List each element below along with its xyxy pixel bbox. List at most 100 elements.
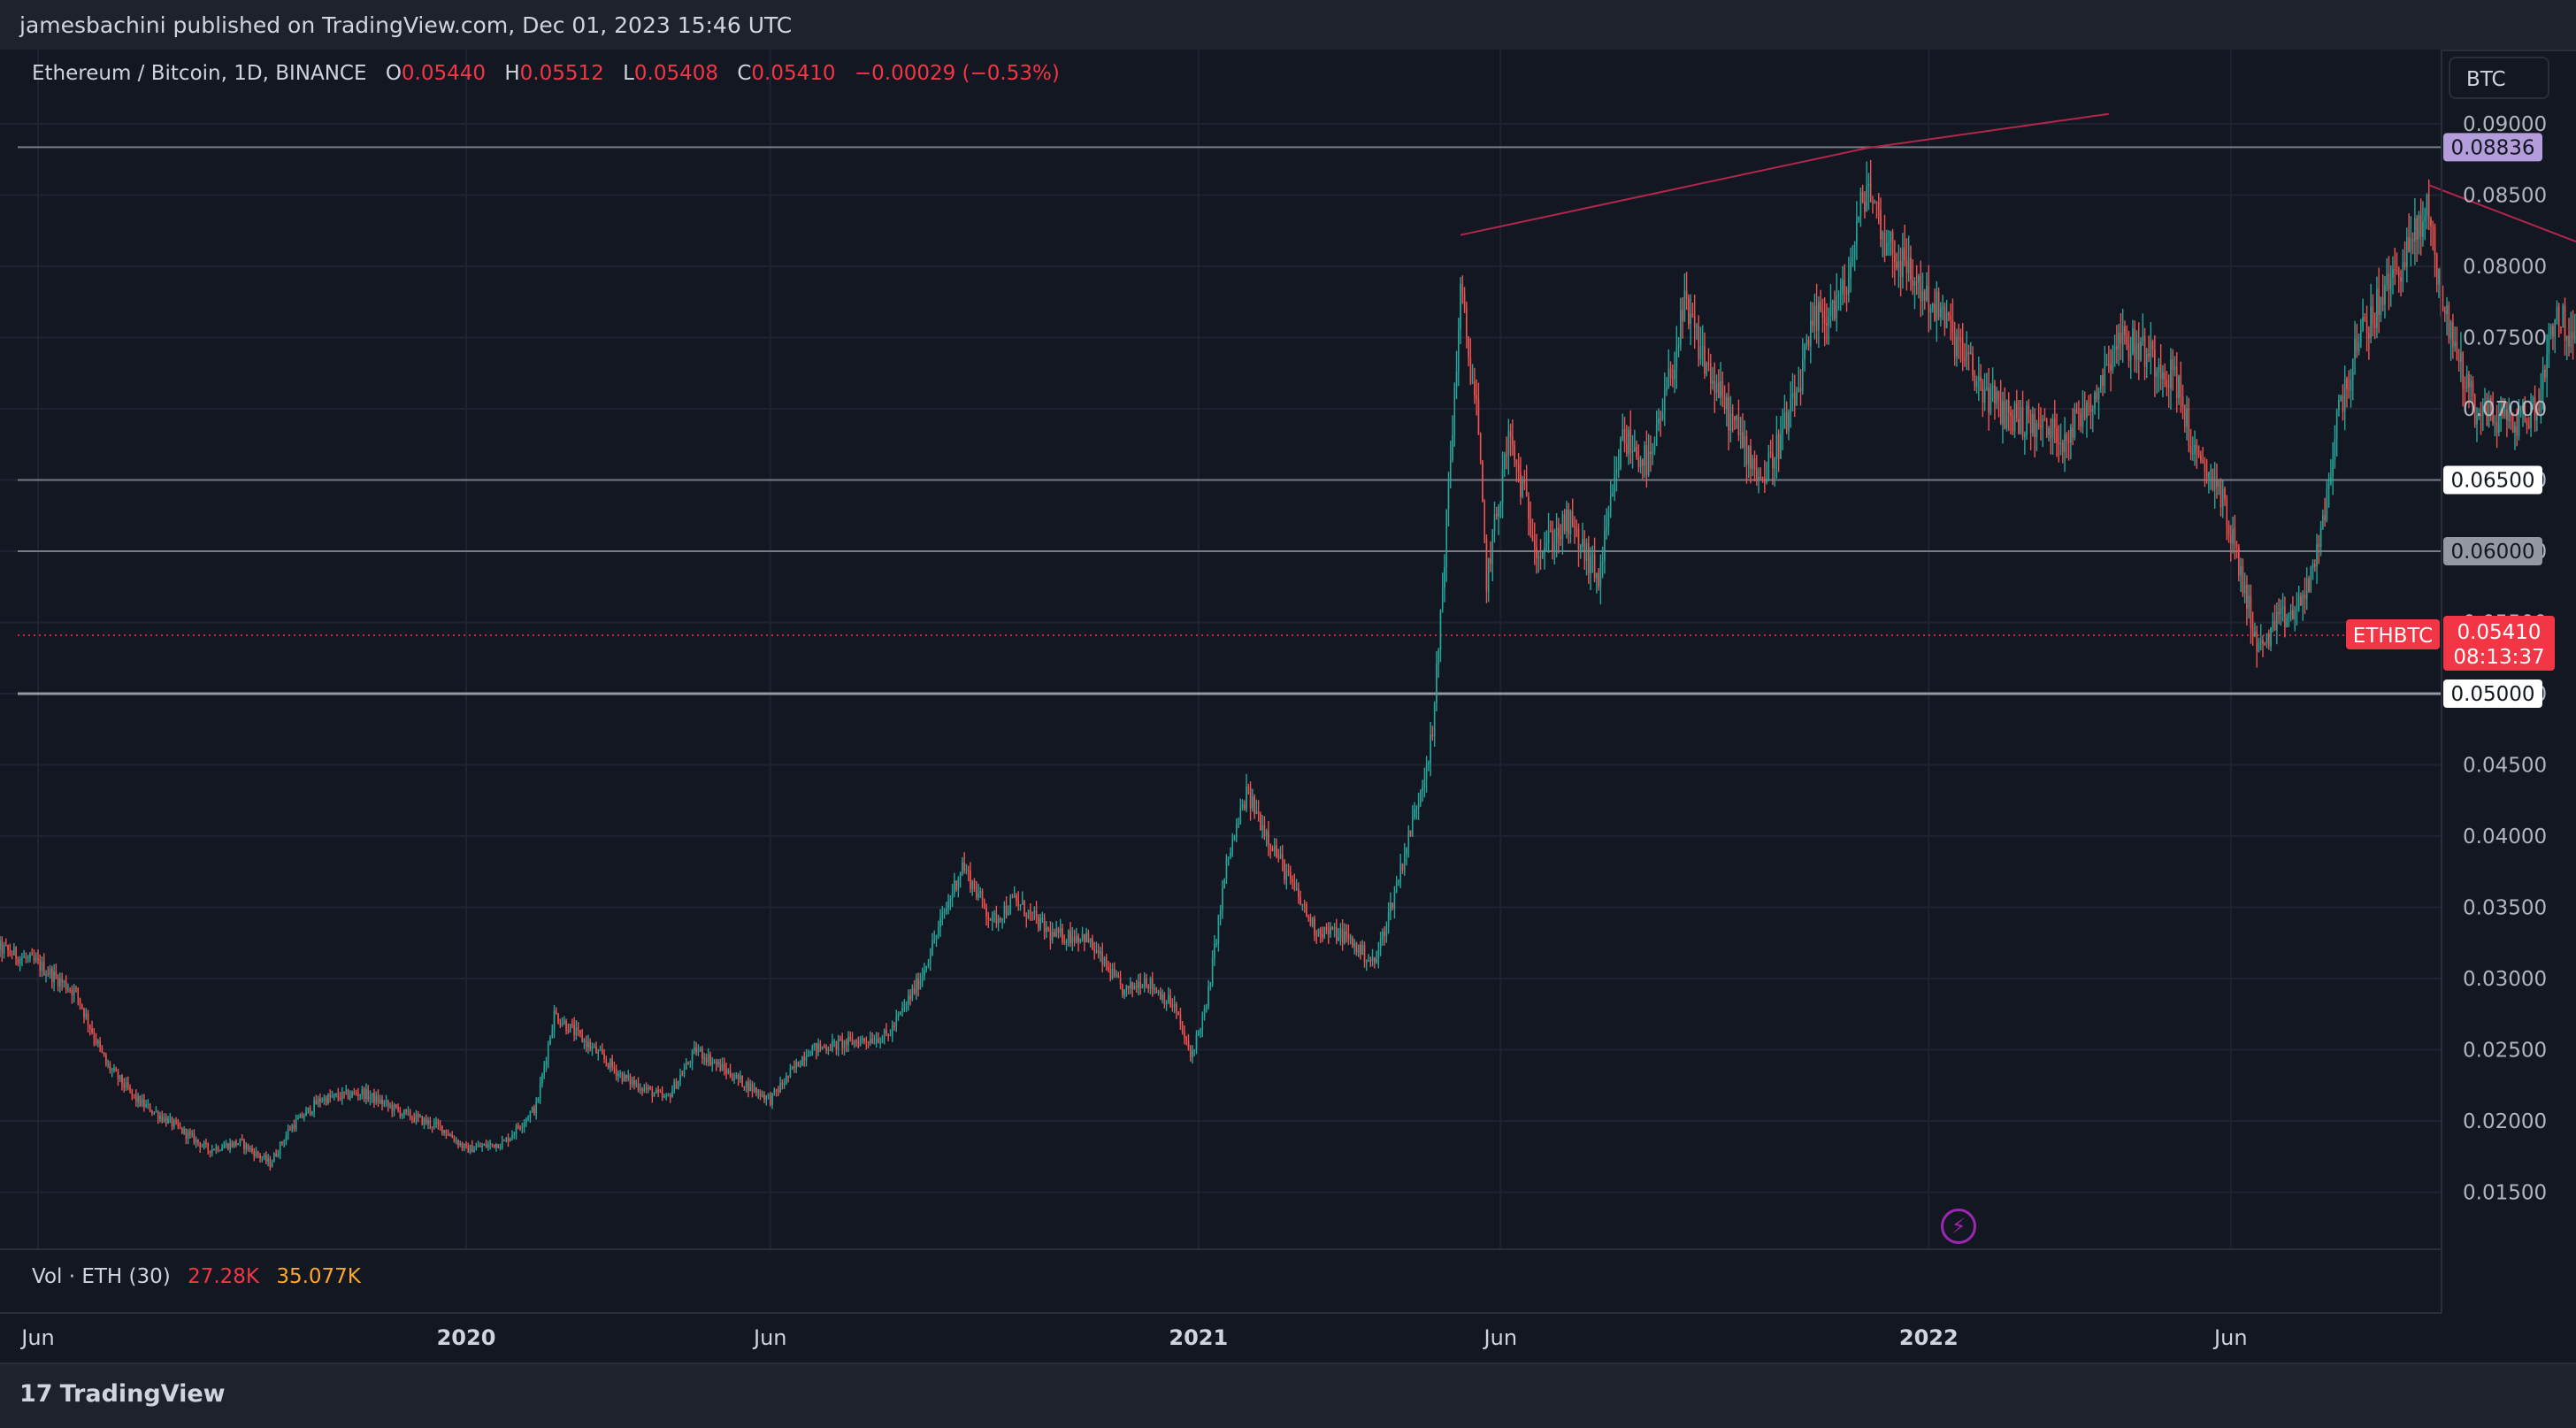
candle-body bbox=[285, 1135, 288, 1142]
price-level-label-bg bbox=[2443, 465, 2542, 495]
candle-body bbox=[2526, 419, 2528, 426]
candle-body bbox=[2308, 579, 2310, 593]
candle-body bbox=[827, 1049, 830, 1051]
candle-body bbox=[1031, 911, 1033, 913]
candle-body bbox=[1249, 787, 1252, 809]
candle-body bbox=[143, 1099, 145, 1107]
time-axis[interactable]: Jun2020Jun2021Jun2022Jun2023Jun2024Jun20… bbox=[19, 1325, 2576, 1350]
candle-body bbox=[265, 1155, 267, 1162]
candle-body bbox=[1241, 804, 1244, 808]
candle-body bbox=[1117, 974, 1120, 978]
close-value: 0.05410 bbox=[751, 62, 836, 85]
trendline bbox=[1460, 147, 1867, 236]
candle-body bbox=[1760, 476, 1762, 478]
candle-body bbox=[1441, 587, 1444, 610]
candle-body bbox=[2286, 618, 2288, 628]
candle-body bbox=[1932, 303, 1934, 308]
candle-body bbox=[595, 1046, 597, 1054]
candle-body bbox=[971, 880, 974, 889]
candle-body bbox=[521, 1126, 524, 1128]
candle-body bbox=[405, 1109, 407, 1111]
candle-body bbox=[403, 1109, 405, 1115]
candle-body bbox=[1579, 546, 1582, 549]
candle-body bbox=[735, 1074, 738, 1079]
candle-body bbox=[2240, 565, 2242, 576]
price-level-label: 0.06500 bbox=[2450, 470, 2534, 493]
symbol-name: Ethereum / Bitcoin, 1D, BINANCE bbox=[32, 62, 367, 85]
candle-body bbox=[611, 1059, 613, 1067]
candle-body bbox=[2013, 403, 2016, 432]
price-tick-label: 0.03500 bbox=[2463, 897, 2547, 920]
candle-body bbox=[2446, 305, 2448, 314]
candle-body bbox=[749, 1083, 751, 1092]
candle-body bbox=[1284, 860, 1285, 880]
candle-body bbox=[2546, 353, 2548, 378]
candle-body bbox=[929, 955, 932, 964]
candle-body bbox=[1671, 378, 1674, 380]
candle-body bbox=[99, 1040, 101, 1048]
candle-body bbox=[983, 899, 985, 908]
candle-body bbox=[723, 1063, 725, 1070]
currency-button[interactable]: BTC bbox=[2449, 57, 2549, 99]
candle-body bbox=[2481, 406, 2484, 416]
candle-body bbox=[755, 1087, 757, 1094]
candle-body bbox=[511, 1135, 513, 1139]
symbol-legend[interactable]: Ethereum / Bitcoin, 1D, BINANCE O0.05440… bbox=[32, 62, 1060, 85]
candle-body bbox=[1301, 903, 1304, 905]
candle-body bbox=[1499, 502, 1502, 507]
candle-body bbox=[1604, 530, 1606, 561]
lightning-icon[interactable]: ⚡ bbox=[1941, 1209, 1976, 1244]
candle-body bbox=[393, 1104, 395, 1112]
candle-body bbox=[707, 1054, 709, 1063]
candle-body bbox=[1100, 951, 1101, 954]
candle-body bbox=[732, 1076, 733, 1080]
candle-body bbox=[459, 1143, 462, 1146]
candle-body bbox=[281, 1142, 283, 1144]
candle-body bbox=[1008, 912, 1009, 915]
candle-body bbox=[1484, 502, 1485, 540]
volume-legend[interactable]: Vol · ETH (30) 27.28K 35.077K bbox=[32, 1265, 361, 1288]
candle-body bbox=[987, 916, 990, 919]
candle-body bbox=[2091, 409, 2094, 412]
candle-body bbox=[653, 1093, 656, 1097]
tradingview-logo[interactable]: 𝟭𝟳 TradingView bbox=[19, 1380, 226, 1408]
candle-body bbox=[2058, 442, 2060, 445]
candle-body bbox=[59, 979, 61, 987]
candle-body bbox=[1231, 839, 1234, 853]
candle-body bbox=[2511, 421, 2514, 433]
candle-body bbox=[905, 1003, 908, 1005]
candle-body bbox=[1675, 347, 1678, 370]
candle-body bbox=[126, 1082, 129, 1089]
candle-body bbox=[2072, 427, 2074, 438]
candle-body bbox=[2348, 389, 2350, 391]
candle-body bbox=[1668, 368, 1670, 388]
candle-body bbox=[2016, 403, 2018, 419]
candle-body bbox=[581, 1033, 583, 1042]
candle-body bbox=[319, 1098, 321, 1102]
candle-body bbox=[2012, 415, 2014, 432]
candle-body bbox=[1087, 933, 1090, 943]
candle-body bbox=[1752, 458, 1754, 469]
candle-body bbox=[1211, 958, 1214, 985]
candle-body bbox=[413, 1117, 415, 1122]
candle-body bbox=[1747, 446, 1750, 464]
candle-body bbox=[2186, 408, 2188, 427]
candle-body bbox=[2028, 404, 2030, 416]
candle-body bbox=[195, 1139, 197, 1143]
candle-body bbox=[916, 978, 917, 994]
candle-body bbox=[383, 1102, 386, 1105]
candle-body bbox=[2292, 610, 2294, 619]
candle-body bbox=[1804, 345, 1806, 360]
candle-body bbox=[2254, 631, 2256, 637]
price-chart[interactable]: 0.09000 0.08500 0.08000 0.07500 0.07000 0.065… bbox=[0, 0, 2576, 1363]
candle-body bbox=[1420, 790, 1422, 804]
candle-body bbox=[1111, 968, 1114, 979]
candle-body bbox=[1154, 988, 1155, 990]
candle-body bbox=[71, 990, 73, 995]
candle-body bbox=[1599, 563, 1602, 587]
candle-body bbox=[1514, 445, 1515, 461]
candle-body bbox=[477, 1145, 479, 1148]
candle-body bbox=[1423, 779, 1426, 788]
candle-body bbox=[1309, 916, 1312, 926]
candle-body bbox=[2135, 342, 2138, 360]
